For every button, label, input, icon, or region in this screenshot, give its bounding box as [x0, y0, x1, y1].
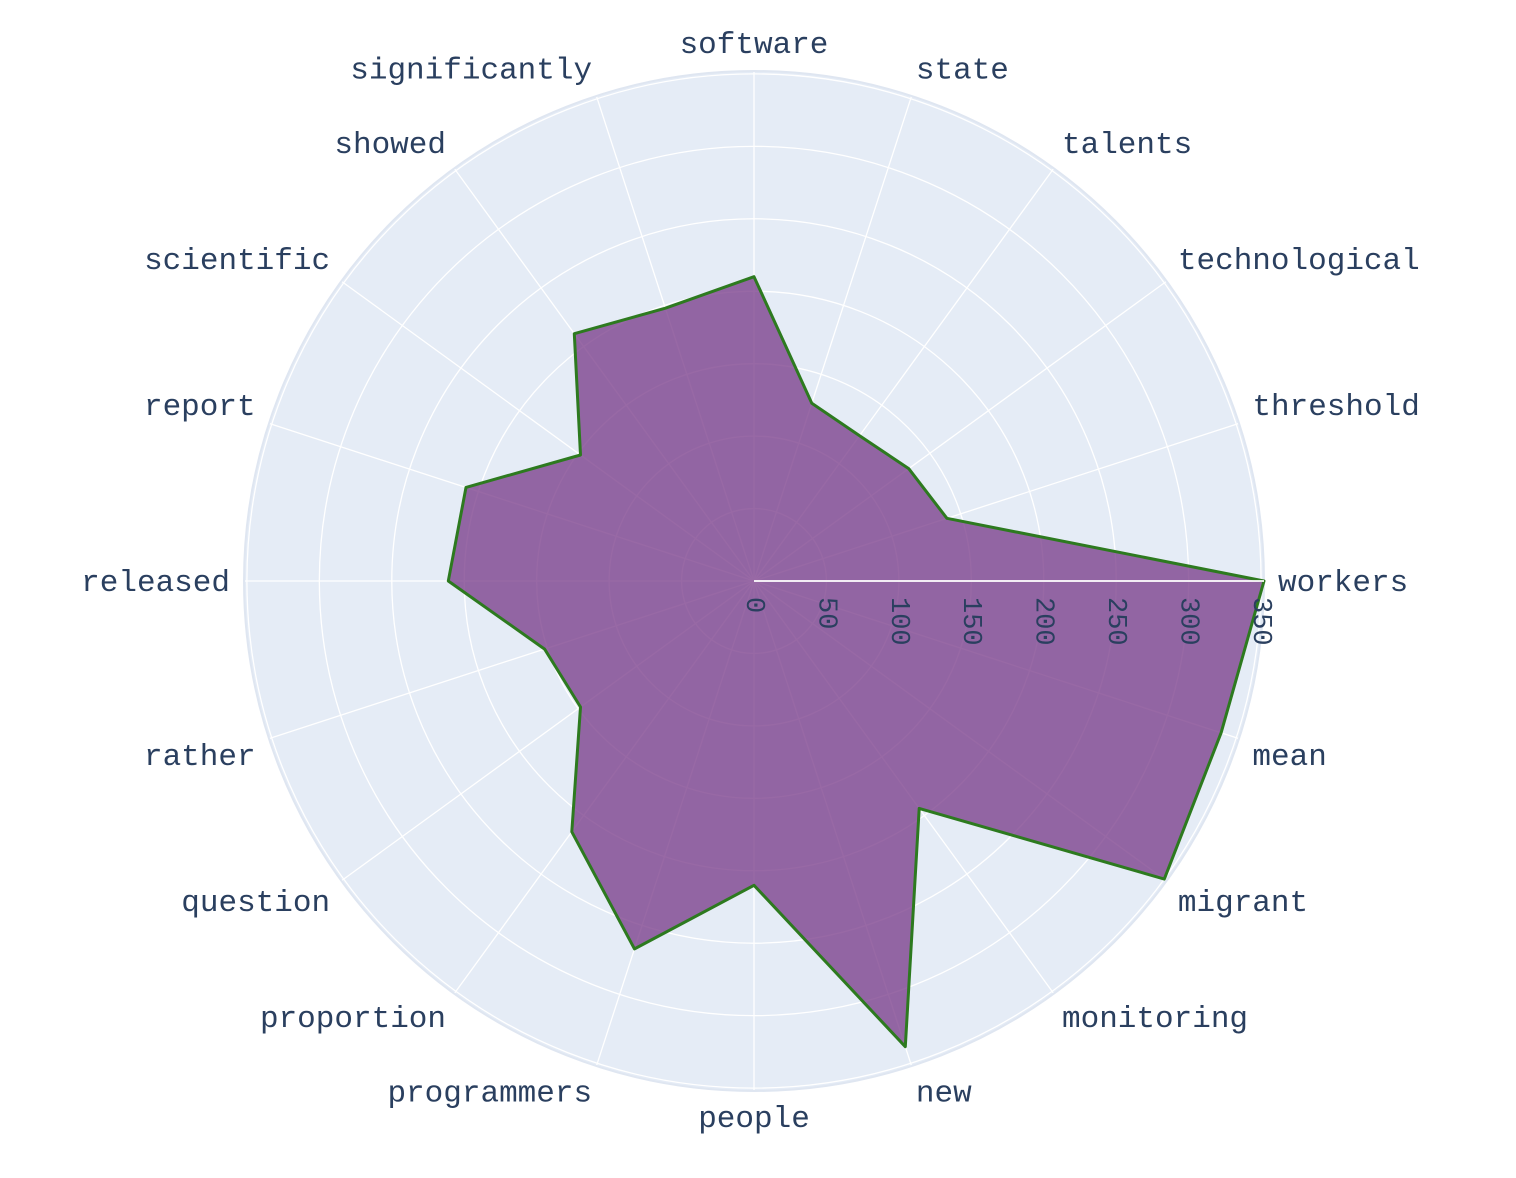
radial-tick-label: 350 [1245, 597, 1275, 646]
category-label: proportion [260, 1002, 446, 1037]
category-label: released [81, 566, 230, 601]
category-label: software [680, 28, 829, 63]
radial-tick-label: 0 [738, 597, 768, 613]
series-line [446, 275, 1266, 1049]
radial-tick-label: 100 [883, 597, 913, 646]
category-label: people [698, 1102, 810, 1137]
category-label: new [916, 1076, 972, 1111]
category-label: significantly [350, 54, 592, 89]
radial-tick-label: 150 [955, 597, 985, 646]
category-label: showed [334, 128, 446, 163]
category-label: report [144, 390, 256, 425]
category-labels: workers threshold technological talents stat… [81, 28, 1420, 1137]
category-label: scientific [144, 244, 330, 279]
radial-tick-label: 250 [1100, 597, 1130, 646]
category-label: threshold [1252, 390, 1419, 425]
series-area [448, 276, 1264, 1047]
series-layer [446, 275, 1266, 1049]
category-label: technological [1178, 244, 1420, 279]
category-label: rather [144, 740, 256, 775]
category-label: migrant [1178, 886, 1308, 921]
radial-tick-labels: 0 50 100 150 200 250 300 350 [738, 580, 1275, 646]
category-label: state [916, 54, 1009, 89]
category-label: monitoring [1062, 1002, 1248, 1037]
radial-tick-label: 200 [1028, 597, 1058, 646]
category-label: workers [1278, 566, 1408, 601]
radial-tick-label: 50 [810, 597, 840, 629]
radial-tick-label: 300 [1173, 597, 1203, 646]
category-label: talents [1062, 128, 1192, 163]
category-label: question [181, 886, 330, 921]
category-label: mean [1252, 740, 1326, 775]
category-label: programmers [387, 1076, 592, 1111]
